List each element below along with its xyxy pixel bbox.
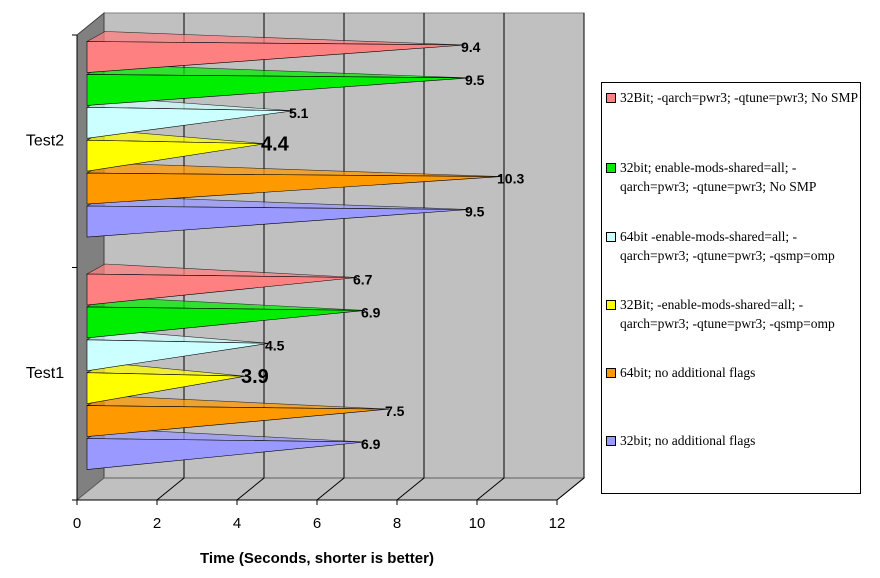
legend-label: 32bit; enable-mods-shared=all; -qarch=pw…	[620, 160, 817, 194]
x-tick-label: 12	[549, 515, 566, 532]
x-tick-label: 4	[233, 515, 241, 532]
data-label: 6.7	[353, 272, 373, 288]
floor-gridline	[156, 477, 185, 501]
cone-bar	[86, 205, 470, 238]
cone-bar	[86, 372, 246, 405]
legend-label: 32Bit; -qarch=pwr3; -qtune=pwr3; No SMP	[620, 90, 858, 105]
x-tick-label: 10	[469, 515, 486, 532]
data-label: 10.3	[497, 171, 524, 187]
legend-item: 32bit; enable-mods-shared=all; -qarch=pw…	[606, 159, 860, 196]
cone-bar	[86, 273, 358, 306]
x-axis-title: Time (Seconds, shorter is better)	[200, 550, 434, 567]
data-label: 9.4	[461, 39, 481, 55]
legend-swatch	[606, 163, 616, 173]
data-label: 5.1	[289, 105, 309, 121]
legend-label: 32Bit; -enable-mods-shared=all; -qarch=p…	[620, 297, 835, 331]
cone-bar	[86, 74, 470, 106]
floor-gridline	[556, 477, 585, 501]
legend: 32Bit; -qarch=pwr3; -qtune=pwr3; No SMP …	[601, 82, 861, 494]
legend-item: 64bit; no additional flags	[606, 364, 860, 383]
x-tick-label: 6	[313, 515, 321, 532]
cone-bar	[86, 139, 266, 172]
legend-swatch	[606, 232, 616, 242]
data-label: 3.9	[241, 366, 269, 388]
cone-bar	[86, 438, 366, 470]
data-label: 9.5	[465, 204, 485, 220]
floor-gridline	[476, 477, 505, 501]
legend-item: 64bit -enable-mods-shared=all; -qarch=pw…	[606, 228, 860, 265]
x-tick-label: 2	[153, 515, 161, 532]
cone-bar	[86, 405, 390, 437]
legend-swatch	[606, 93, 616, 103]
legend-label: 32bit; no additional flags	[620, 433, 756, 448]
legend-swatch	[606, 436, 616, 446]
data-label: 4.4	[261, 134, 290, 156]
cone-bar	[86, 41, 466, 73]
legend-label: 64bit; no additional flags	[620, 365, 756, 380]
category-label: Test2	[26, 132, 64, 149]
axes: 0 2 4 6 8 10 12 Test1 Test2	[26, 34, 566, 532]
legend-label: 64bit -enable-mods-shared=all; -qarch=pw…	[620, 229, 835, 263]
legend-item: 32Bit; -qarch=pwr3; -qtune=pwr3; No SMP	[606, 89, 860, 108]
x-tick-label: 8	[393, 515, 401, 532]
data-label: 7.5	[385, 403, 405, 419]
data-labels: 6.9 7.5 3.9 4.5 6.9 6.7 9.5 10.3 4.4 5.1 9.5 9.4	[241, 39, 524, 452]
cone-bar	[86, 306, 366, 339]
cone-bar	[86, 106, 294, 139]
floor-gridline	[316, 477, 345, 501]
floor-gridline	[236, 477, 265, 501]
cone-bar	[86, 172, 502, 205]
cone-marks	[85, 31, 502, 470]
legend-swatch	[606, 368, 616, 378]
x-tick-label: 0	[73, 515, 81, 532]
legend-item: 32bit; no additional flags	[606, 432, 860, 451]
data-label: 6.9	[361, 304, 381, 320]
data-label: 4.5	[265, 337, 285, 353]
cone-bar	[86, 339, 270, 372]
floor-gridline	[396, 477, 425, 501]
legend-item: 32Bit; -enable-mods-shared=all; -qarch=p…	[606, 296, 860, 333]
category-label: Test1	[26, 365, 64, 382]
data-label: 6.9	[361, 436, 381, 452]
legend-swatch	[606, 300, 616, 310]
data-label: 9.5	[465, 72, 485, 88]
